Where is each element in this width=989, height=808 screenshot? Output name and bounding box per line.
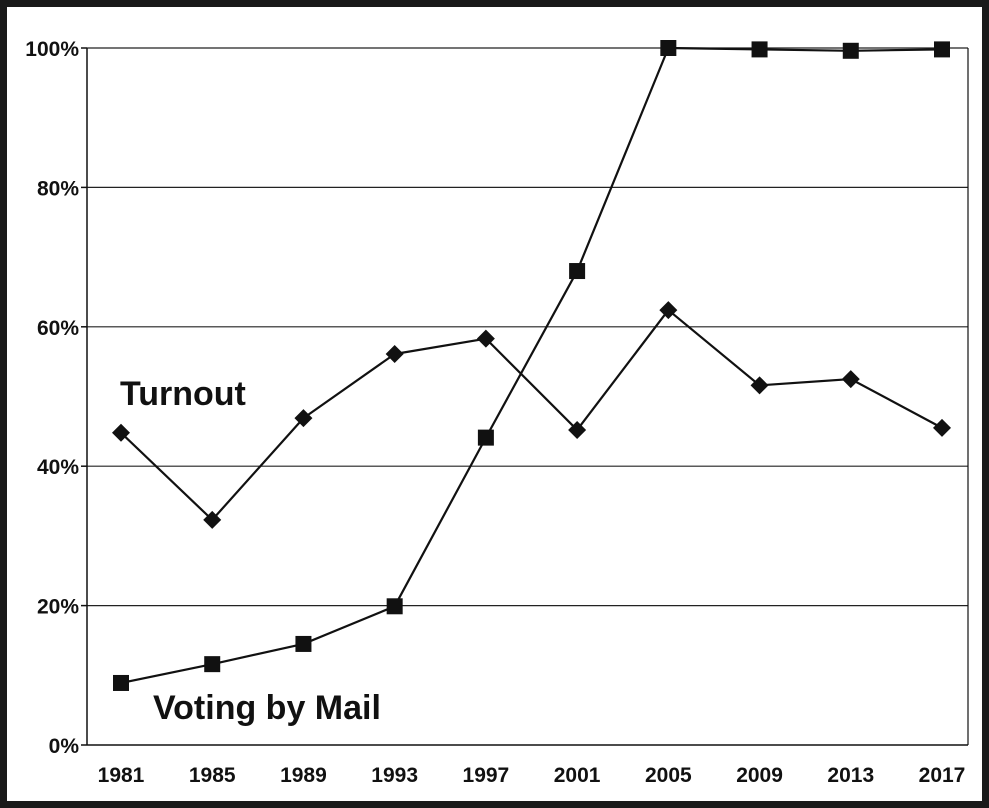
turnout-point	[568, 420, 587, 439]
voting-by-mail-point	[113, 674, 129, 691]
x-tick-label: 2013	[827, 764, 874, 787]
y-tick-label: 20%	[37, 596, 79, 619]
series-line-turnout	[120, 308, 943, 521]
turnout-point	[203, 510, 222, 529]
voting-by-mail-point	[386, 598, 403, 615]
turnout-point	[750, 376, 769, 395]
gridlines	[87, 47, 968, 607]
voting-by-mail-point	[751, 41, 768, 58]
x-tick-label: 1989	[280, 764, 327, 787]
turnout-point	[476, 329, 495, 348]
x-axis-tick-labels: 1981 1985 1989 1993 1997 2001 2005 2009 2013 2017	[98, 764, 966, 787]
x-tick-label: 1997	[463, 764, 510, 787]
y-tick-label: 80%	[37, 177, 79, 200]
y-tick-label: 40%	[37, 456, 79, 479]
turnout-point	[841, 370, 860, 389]
turnout-point	[385, 344, 404, 363]
y-tick-label: 0%	[49, 735, 80, 758]
x-tick-label: 1981	[98, 764, 145, 787]
turnout-point	[933, 418, 951, 437]
series-label-voting-by-mail: Voting by Mail	[153, 689, 381, 727]
x-tick-label: 1993	[371, 764, 418, 787]
x-tick-label: 2017	[919, 764, 966, 787]
y-axis-tick-labels: 0% 20% 40% 60% 80% 100%	[25, 38, 79, 758]
voting-by-mail-point	[477, 429, 494, 446]
series-lines	[120, 46, 943, 685]
voting-by-mail-point	[934, 41, 950, 58]
series-label-turnout: Turnout	[120, 375, 246, 413]
y-tick-label: 60%	[37, 317, 79, 340]
x-tick-label: 2001	[554, 764, 601, 787]
y-tick-label: 100%	[25, 38, 79, 61]
series-line-voting-by-mail	[120, 46, 943, 685]
turnout-point	[294, 409, 313, 428]
voting-by-mail-point	[204, 656, 221, 673]
voting-by-mail-point	[660, 40, 677, 56]
turnout-point	[659, 301, 678, 320]
series-labels: Turnout Voting by Mail	[120, 375, 381, 727]
x-tick-label: 2009	[736, 764, 783, 787]
series-markers	[112, 40, 951, 691]
voting-by-mail-point	[842, 42, 859, 59]
x-tick-label: 1985	[189, 764, 236, 787]
voting-by-mail-point	[295, 635, 312, 652]
voting-by-mail-point	[569, 263, 586, 280]
x-tick-label: 2005	[645, 764, 692, 787]
axes	[81, 47, 969, 746]
turnout-point	[112, 423, 130, 442]
